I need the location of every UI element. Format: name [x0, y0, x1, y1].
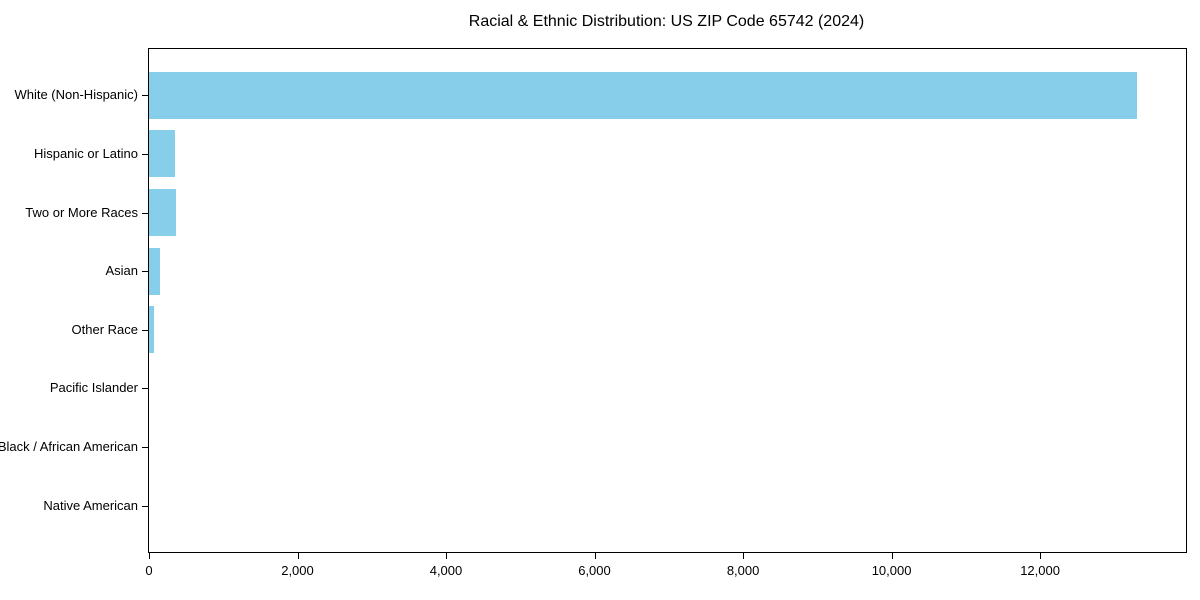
y-tick-mark	[142, 388, 148, 389]
y-tick-mark	[142, 154, 148, 155]
y-tick-label: Two or More Races	[25, 205, 138, 220]
chart-title: Racial & Ethnic Distribution: US ZIP Cod…	[468, 13, 865, 30]
x-tick-mark	[594, 553, 596, 559]
y-tick-label: Asian	[105, 263, 138, 278]
x-tick-label: 0	[145, 563, 153, 578]
x-tick-mark	[446, 553, 447, 559]
y-tick-label: White (Non-Hispanic)	[14, 87, 138, 102]
bar-hispanic-or-latino	[149, 130, 175, 178]
y-tick-mark	[142, 330, 148, 331]
x-tick-label: 4,000	[429, 563, 463, 578]
bar-other-race	[149, 306, 155, 354]
y-tick-label: Other Race	[71, 322, 138, 337]
x-tick-label: 8,000	[726, 563, 760, 578]
y-tick-mark	[142, 506, 148, 507]
x-tick-mark	[1040, 553, 1042, 559]
x-tick-label: 10,000	[871, 563, 912, 578]
bar-asian	[149, 247, 160, 295]
x-tick-mark	[297, 553, 299, 559]
y-tick-label: Black / African American	[0, 439, 138, 454]
x-tick-label: 6,000	[578, 563, 611, 578]
bar-two-or-more-races	[149, 189, 176, 237]
y-tick-label: Pacific Islander	[49, 380, 138, 395]
x-tick-label: 12,000	[1020, 563, 1060, 578]
x-tick-mark	[891, 553, 893, 559]
bar-white-non-hispanic-	[149, 71, 1137, 119]
y-tick-mark	[142, 213, 148, 214]
x-tick-mark	[743, 553, 745, 559]
y-tick-mark	[142, 271, 148, 272]
y-tick-mark	[142, 95, 148, 96]
y-tick-mark	[142, 447, 148, 448]
plot-area: White (Non-Hispanic) Hispanic or Latino Tw…	[0, 48, 1187, 578]
x-tick-mark	[149, 553, 150, 559]
y-tick-label: Hispanic or Latino	[33, 146, 138, 161]
y-tick-label: Native American	[43, 498, 138, 513]
x-tick-label: 2,000	[281, 563, 314, 578]
